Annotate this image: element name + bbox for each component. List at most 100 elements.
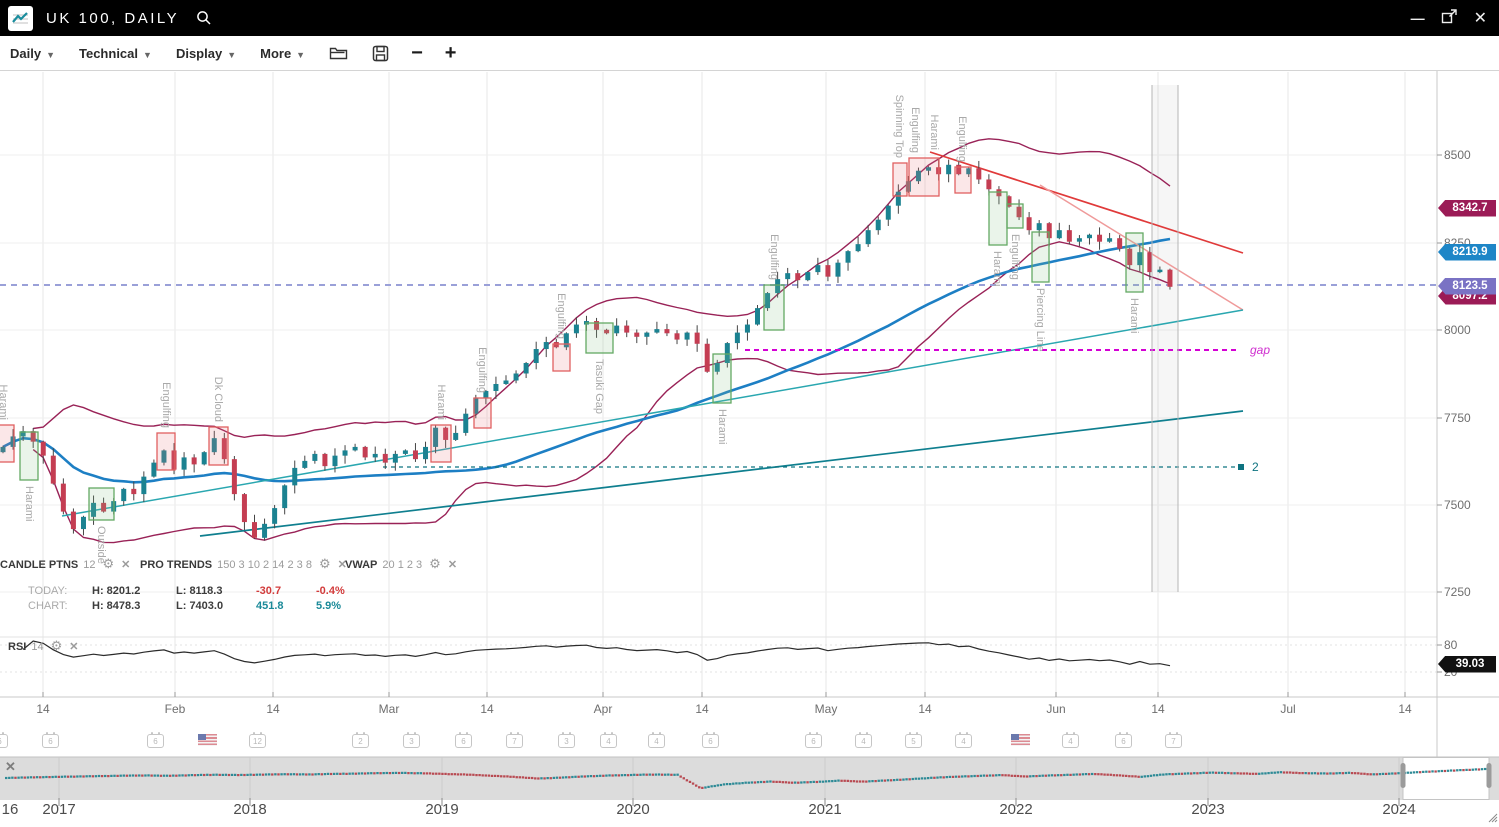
time-axis-label: Mar [378,702,400,716]
navigator-year-label: 2020 [616,801,650,818]
navigator-left-handle[interactable] [1400,763,1406,788]
economic-calendar-badge[interactable]: 6 [42,731,59,748]
chart-change-pct: 5.9% [316,600,342,612]
today-change: -30.7 [256,585,282,597]
svg-text:Tasuki Gap: Tasuki Gap [593,359,605,414]
economic-calendar-badge[interactable]: 6 [147,731,164,748]
economic-calendar-badge[interactable]: 4 [600,731,617,748]
time-axis-label: 14 [36,702,50,716]
economic-calendar-badge[interactable]: 7 [1165,731,1182,748]
toolbar: Daily ▼ Technical ▼ Display ▼ More ▼ − + [0,36,1499,71]
svg-text:Engulfing: Engulfing [909,107,921,153]
menu-display[interactable]: Display ▼ [175,45,237,61]
close-icon[interactable]: ✕ [1473,10,1487,27]
svg-text:Harami: Harami [1128,298,1140,333]
gap-level-label: gap [1250,343,1271,357]
svg-text:Engulfing: Engulfing [956,116,968,162]
economic-calendar-badge[interactable]: 4 [955,731,972,748]
time-axis-label: 14 [695,702,709,716]
navigator-year-label: 2024 [1382,801,1416,818]
popout-button[interactable] [1441,8,1458,28]
title-bar: UK 100, DAILY — ✕ [0,0,1499,36]
search-icon[interactable] [195,9,213,27]
chevron-down-icon: ▼ [143,49,152,60]
economic-calendar-badge[interactable]: 4 [855,731,872,748]
navigator-right-handle[interactable] [1486,763,1492,788]
indicator-name: CANDLE PTNS [0,559,79,571]
economic-calendar-badge[interactable]: 6 [455,731,472,748]
trend-level-label: 2 [1252,460,1259,474]
navigator-year-label: 2021 [808,801,842,818]
price-badge: 8219.9 [1438,243,1496,261]
menu-more[interactable]: More ▼ [260,45,306,61]
today-stats-row: TODAY: H: 8201.2 L: 8118.3 -30.7 -0.4% [28,585,376,597]
zoom-out-button[interactable]: − [411,42,423,64]
time-axis-label: 14 [1398,702,1412,716]
svg-text:Harami: Harami [435,385,447,420]
remove-indicator-icon[interactable]: ✕ [121,559,131,571]
svg-text:Harami: Harami [23,486,35,521]
price-axis-label: 7500 [1444,498,1471,512]
selection-column[interactable] [1152,85,1178,592]
economic-calendar-badge[interactable]: 2 [352,731,369,748]
time-axis-label: Jul [1280,702,1296,716]
chart-stats-row: CHART: H: 8478.3 L: 7403.0 451.8 5.9% [28,600,376,612]
chart-low: L: 7403.0 [176,600,224,612]
gear-icon[interactable]: ⚙ [50,638,63,653]
price-badge: 8342.7 [1438,199,1496,217]
economic-calendar-badge[interactable]: 7 [506,731,523,748]
price-axis-label: 7750 [1444,411,1471,425]
open-folder-icon[interactable] [329,45,348,61]
us-flag-icon[interactable] [1011,734,1030,746]
minimize-button[interactable]: — [1410,10,1425,26]
today-change-pct: -0.4% [316,585,345,597]
svg-text:Harami: Harami [0,385,9,420]
navigator-close-icon[interactable]: ✕ [5,759,16,774]
economic-calendar-badge[interactable]: 4 [648,731,665,748]
economic-calendar-badge[interactable]: 6 [805,731,822,748]
resize-grip[interactable] [1488,813,1498,823]
time-axis-label: 14 [266,702,280,716]
economic-calendar-badge[interactable]: 5 [905,731,922,748]
menu-technical[interactable]: Technical ▼ [79,45,152,61]
price-badge: 8123.5 [1438,277,1496,295]
chart-change: 451.8 [256,600,284,612]
economic-calendar-badge[interactable]: 6 [702,731,719,748]
zoom-in-button[interactable]: + [444,42,457,64]
gear-icon[interactable]: ⚙ [102,556,115,571]
indicator-legend-candle-ptns: CANDLE PTNS 12 ⚙ ✕ [0,556,130,572]
indicator-params: 20 1 2 3 [382,559,423,571]
economic-calendar-badge[interactable]: 3 [558,731,575,748]
us-flag-icon[interactable] [198,734,217,746]
app-logo-icon [8,5,33,31]
today-low: L: 8118.3 [176,585,223,597]
navigator-view-window[interactable] [1402,757,1490,800]
svg-text:Engulfing: Engulfing [768,234,780,280]
economic-calendar-badge[interactable]: 12 [249,731,266,748]
navigator-year-label: 16 [1,801,19,818]
gear-icon[interactable]: ⚙ [318,556,331,571]
grid-lines [0,71,1499,757]
svg-text:Engulfing: Engulfing [1009,234,1021,280]
price-badge: 39.03 [1438,655,1496,673]
time-axis-label: Jun [1046,702,1066,716]
navigator-year-label: 2017 [42,801,76,818]
economic-calendar-badge[interactable]: 6 [1115,731,1132,748]
remove-indicator-icon[interactable]: ✕ [447,559,458,571]
save-icon[interactable] [372,45,389,62]
menu-timeframe[interactable]: Daily ▼ [10,45,55,61]
resize-grip[interactable] [1491,816,1498,823]
trend-lines [0,151,1437,537]
economic-calendar-badge[interactable]: 6 [0,731,8,748]
time-axis-label: 14 [1151,702,1165,716]
resize-grip[interactable] [1494,819,1498,823]
remove-indicator-icon[interactable]: ✕ [69,641,79,653]
remove-indicator-icon[interactable]: ✕ [337,559,347,571]
economic-calendar-badge[interactable]: 3 [403,731,420,748]
gear-icon[interactable]: ⚙ [429,556,441,571]
economic-calendar-badge[interactable]: 4 [1062,731,1079,748]
indicator-legend-rsi: RSI 14 ⚙ ✕ [8,638,78,654]
svg-text:Engulfing: Engulfing [555,293,567,339]
svg-text:Harami: Harami [991,251,1003,286]
